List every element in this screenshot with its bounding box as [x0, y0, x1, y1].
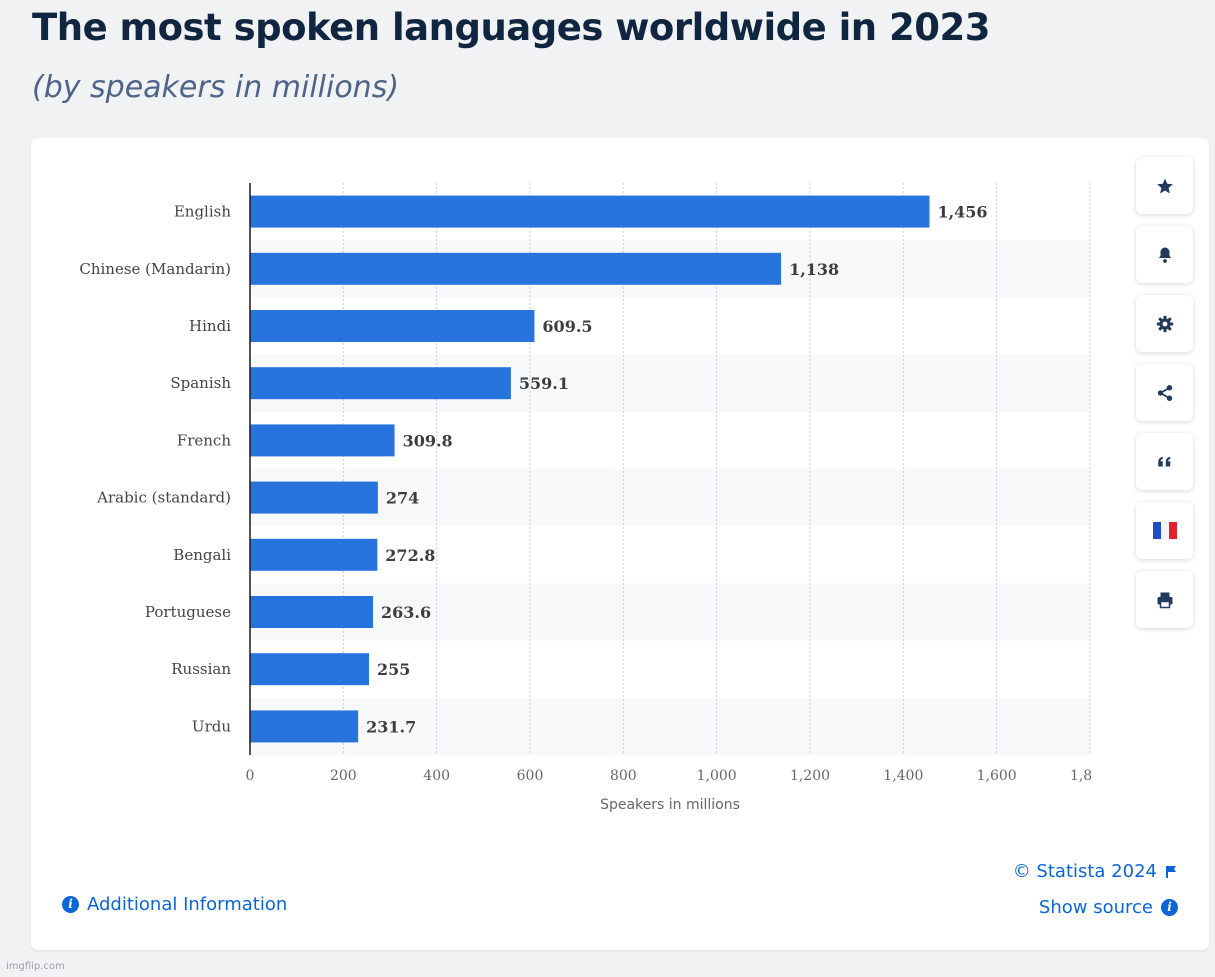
category-label: Chinese (Mandarin): [79, 260, 231, 278]
language-flag-button[interactable]: [1136, 502, 1193, 559]
row-band: [250, 697, 1090, 755]
category-label: Portuguese: [145, 603, 231, 621]
value-label: 559.1: [519, 374, 569, 393]
page-title: The most spoken languages worldwide in 2…: [32, 6, 990, 49]
bar: [250, 481, 378, 514]
star-icon: [1156, 178, 1173, 193]
value-label: 274: [386, 489, 419, 508]
notification-bell-button[interactable]: [1136, 226, 1193, 283]
bar: [250, 710, 359, 743]
cite-button[interactable]: [1136, 433, 1193, 490]
bar: [250, 538, 378, 571]
x-tick-label: 1,800: [1070, 768, 1091, 784]
value-label: 263.6: [381, 603, 431, 622]
x-tick-label: 1,200: [790, 768, 830, 784]
printer-icon: [1157, 592, 1172, 608]
value-label: 231.7: [366, 717, 416, 736]
value-label: 1,456: [937, 203, 987, 222]
value-label: 309.8: [403, 431, 453, 450]
x-tick-label: 400: [423, 768, 450, 784]
category-label: Urdu: [192, 717, 231, 735]
x-tick-label: 600: [517, 768, 544, 784]
copyright-label: © Statista 2024: [1012, 861, 1157, 882]
print-button[interactable]: [1136, 571, 1193, 628]
bar: [250, 596, 374, 628]
value-label: 272.8: [385, 546, 435, 565]
bar: [250, 252, 782, 285]
bar: [250, 195, 930, 228]
x-tick-label: 0: [246, 768, 255, 784]
bar: [250, 653, 369, 686]
category-label: Arabic (standard): [96, 489, 231, 507]
info-icon: i: [1161, 899, 1178, 916]
quote-icon: [1157, 456, 1170, 466]
category-label: French: [177, 431, 232, 449]
value-label: 1,138: [789, 260, 839, 279]
chart-card: 1,456 English 1,138 Chinese (Mandarin) 609.5…: [31, 138, 1209, 950]
page-subtitle: (by speakers in millions): [32, 70, 400, 105]
share-icon: [1157, 384, 1172, 401]
share-button[interactable]: [1136, 364, 1193, 421]
settings-button[interactable]: [1136, 295, 1193, 352]
x-tick-label: 200: [330, 768, 357, 784]
bar-chart: 1,456 English 1,138 Chinese (Mandarin) 609.5…: [79, 183, 1091, 813]
value-label: 255: [377, 660, 410, 679]
bar: [250, 310, 535, 342]
favorite-star-button[interactable]: [1136, 157, 1193, 214]
category-label: Russian: [171, 660, 231, 678]
gear-icon: [1156, 315, 1173, 332]
row-band: [250, 469, 1090, 527]
additional-information-label: Additional Information: [87, 894, 288, 915]
category-label: Spanish: [170, 374, 231, 392]
row-band: [250, 583, 1090, 641]
additional-information-link[interactable]: i Additional Information: [62, 894, 287, 915]
x-tick-label: 800: [610, 768, 637, 784]
x-tick-label: 1,000: [697, 768, 737, 784]
show-source-label: Show source: [1038, 897, 1153, 918]
bar: [250, 424, 395, 457]
show-source-link[interactable]: Show source i: [1039, 897, 1178, 918]
category-label: Hindi: [189, 317, 231, 335]
x-tick-label: 1,400: [883, 768, 923, 784]
french-flag-icon: [1152, 522, 1177, 539]
bell-icon: [1158, 247, 1171, 263]
bar: [250, 367, 511, 400]
category-label: Bengali: [173, 546, 231, 564]
category-label: English: [174, 203, 232, 221]
copyright-link[interactable]: © Statista 2024: [1013, 861, 1177, 882]
x-axis-title: Speakers in millions: [600, 797, 740, 813]
info-icon: i: [62, 896, 79, 913]
flag-icon: [1166, 865, 1176, 878]
x-tick-label: 1,600: [977, 768, 1017, 784]
value-label: 609.5: [542, 317, 592, 336]
watermark: imgflip.com: [6, 961, 65, 972]
